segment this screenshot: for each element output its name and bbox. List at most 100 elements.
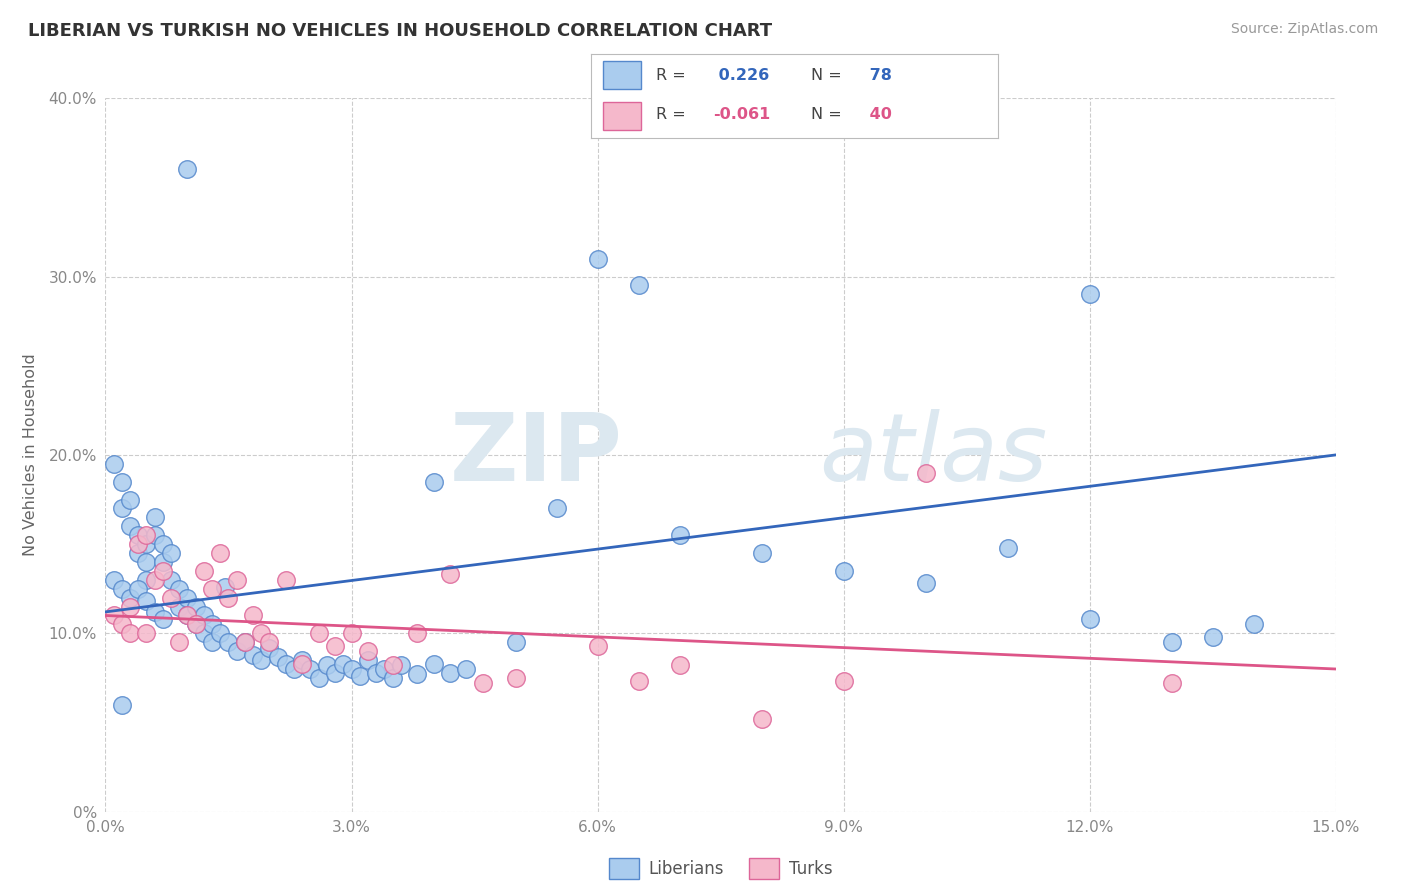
Point <box>285 653 308 667</box>
Point <box>406 667 429 681</box>
Point <box>160 591 183 605</box>
Point <box>832 674 855 689</box>
Point <box>127 582 149 596</box>
Point <box>176 162 198 177</box>
Point <box>120 599 141 614</box>
Point <box>250 626 273 640</box>
Point <box>120 519 141 533</box>
Point <box>135 537 157 551</box>
Point <box>1078 612 1101 626</box>
Text: N =: N = <box>811 107 841 122</box>
Point <box>299 662 322 676</box>
Point <box>135 555 157 569</box>
Point <box>233 635 256 649</box>
Point <box>127 546 149 560</box>
Point <box>127 537 149 551</box>
FancyBboxPatch shape <box>603 62 641 89</box>
Point <box>832 564 855 578</box>
Text: N =: N = <box>811 68 841 83</box>
Point <box>201 635 224 649</box>
Point <box>176 608 198 623</box>
Point <box>1078 287 1101 301</box>
Point <box>381 658 404 673</box>
Point <box>1160 635 1182 649</box>
Point <box>111 501 134 516</box>
Point <box>357 653 380 667</box>
Point <box>332 657 354 671</box>
Legend: Liberians, Turks: Liberians, Turks <box>602 852 839 886</box>
Point <box>111 698 134 712</box>
Point <box>143 573 166 587</box>
Y-axis label: No Vehicles in Household: No Vehicles in Household <box>22 353 38 557</box>
Point <box>406 626 429 640</box>
Point <box>176 591 198 605</box>
Point <box>349 669 371 683</box>
Point <box>439 567 461 582</box>
Point <box>120 591 141 605</box>
Text: 40: 40 <box>863 107 891 122</box>
Point <box>120 626 141 640</box>
Point <box>668 528 690 542</box>
Point <box>135 626 157 640</box>
Point <box>291 657 314 671</box>
Point <box>218 591 240 605</box>
Point <box>668 658 690 673</box>
Point <box>471 676 494 690</box>
Point <box>143 528 166 542</box>
Point <box>201 617 224 632</box>
Text: -0.061: -0.061 <box>713 107 770 122</box>
Point <box>169 599 191 614</box>
Point <box>209 546 232 560</box>
Point <box>1160 676 1182 690</box>
Point <box>366 665 388 680</box>
Text: 0.226: 0.226 <box>713 68 769 83</box>
Point <box>323 639 346 653</box>
Point <box>505 635 527 649</box>
Point <box>381 671 404 685</box>
Point <box>323 665 346 680</box>
Text: 78: 78 <box>863 68 891 83</box>
Point <box>135 573 157 587</box>
Point <box>160 546 183 560</box>
Point <box>184 617 207 632</box>
Text: ZIP: ZIP <box>450 409 621 501</box>
Point <box>751 712 773 726</box>
Point <box>152 555 174 569</box>
Point <box>340 626 363 640</box>
Point <box>103 573 125 587</box>
Point <box>160 573 183 587</box>
Point <box>1243 617 1265 632</box>
Point <box>997 541 1019 555</box>
Point <box>225 573 247 587</box>
Point <box>233 635 256 649</box>
Point <box>340 662 363 676</box>
Point <box>259 640 281 655</box>
FancyBboxPatch shape <box>603 102 641 130</box>
Point <box>505 671 527 685</box>
Point <box>135 594 157 608</box>
Point <box>422 475 444 489</box>
Point <box>389 658 412 673</box>
Point <box>373 662 395 676</box>
Point <box>127 528 149 542</box>
Text: R =: R = <box>655 107 686 122</box>
Point <box>152 564 174 578</box>
Point <box>242 648 264 662</box>
Point <box>209 626 232 640</box>
Point <box>914 466 936 480</box>
Point <box>111 617 134 632</box>
Point <box>267 649 290 664</box>
Point <box>225 644 247 658</box>
Point <box>627 674 650 689</box>
Point <box>152 537 174 551</box>
Point <box>103 457 125 471</box>
Point <box>169 635 191 649</box>
Point <box>193 564 215 578</box>
Point <box>316 658 339 673</box>
Point <box>169 582 191 596</box>
Point <box>152 612 174 626</box>
Point <box>193 626 215 640</box>
Point <box>1202 630 1225 644</box>
Point <box>586 252 609 266</box>
Text: R =: R = <box>655 68 686 83</box>
